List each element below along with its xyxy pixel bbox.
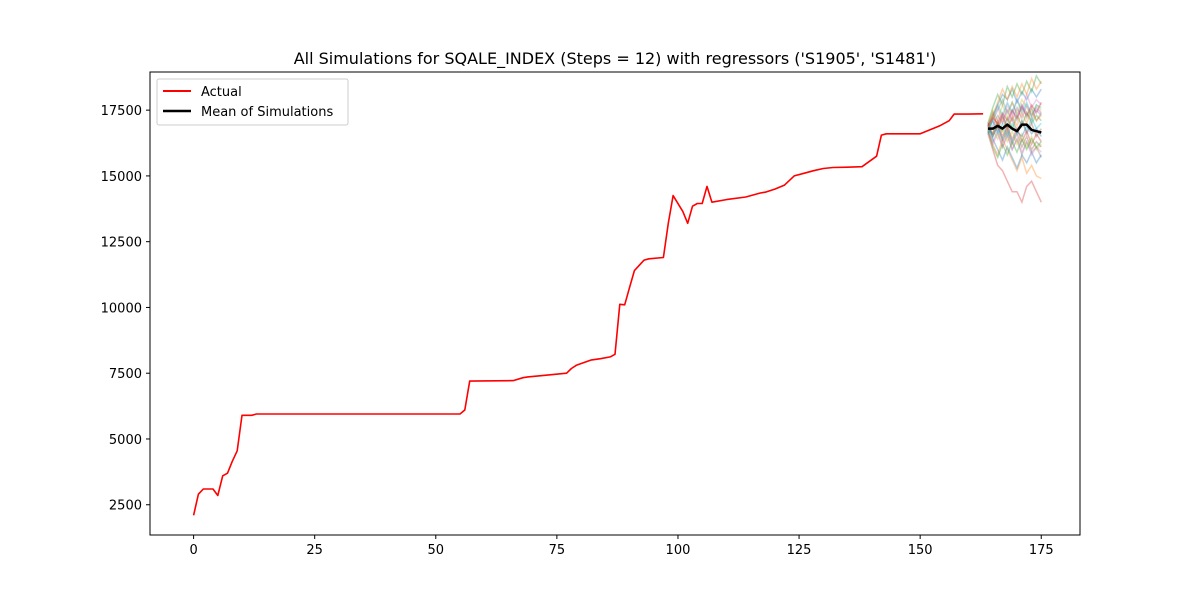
- simulation-line-23: [987, 130, 1042, 160]
- simulation-line-14: [987, 118, 1042, 147]
- y-tick-label: 15000: [101, 170, 142, 185]
- mean-series-line: [988, 123, 1042, 134]
- y-tick-label: 5000: [109, 433, 142, 448]
- y-tick-label: 2500: [109, 499, 142, 514]
- simulation-line-8: [987, 128, 1042, 158]
- simulation-line-11: [987, 125, 1042, 170]
- y-tick-label: 12500: [101, 236, 142, 251]
- simulation-line-7: [987, 92, 1042, 132]
- x-tick-label: 25: [306, 543, 323, 558]
- simulation-line-20: [987, 97, 1042, 135]
- main-series-lines: [192, 113, 1042, 516]
- simulation-line-17: [987, 130, 1042, 157]
- legend-label-actual: Actual: [201, 85, 242, 100]
- y-tick-label: 17500: [101, 104, 142, 119]
- simulation-line-18: [987, 97, 1042, 129]
- simulation-line-1: [987, 87, 1042, 127]
- actual-series-line: [192, 113, 984, 516]
- x-tick-label: 150: [908, 543, 933, 558]
- simulation-line-16: [987, 110, 1042, 139]
- simulation-line-9: [987, 97, 1042, 124]
- y-tick-label: 7500: [109, 367, 142, 382]
- simulation-line-24: [987, 101, 1042, 127]
- plot-frame: [149, 71, 1081, 536]
- x-tick-label: 175: [1029, 543, 1054, 558]
- simulation-line-5: [987, 103, 1042, 134]
- x-tick-label: 100: [666, 543, 691, 558]
- legend: Actual Mean of Simulations: [156, 78, 349, 126]
- x-tick-label: 75: [549, 543, 566, 558]
- x-tick-label: 125: [787, 543, 812, 558]
- simulation-line-4: [987, 133, 1042, 205]
- chart-title: All Simulations for SQALE_INDEX (Steps =…: [294, 49, 937, 69]
- y-tick-label: 10000: [101, 301, 142, 316]
- simulation-lines: [987, 74, 1042, 205]
- y-axis: 2500 5000 7500 10000 12500 15000 17500: [101, 104, 150, 514]
- simulation-line-2: [987, 130, 1042, 180]
- simulation-line-12: [987, 76, 1042, 132]
- legend-label-mean: Mean of Simulations: [201, 105, 333, 120]
- x-axis: 0 25 50 75 100 125 150 175: [189, 535, 1054, 558]
- simulation-line-15: [987, 102, 1042, 135]
- simulation-line-3: [987, 74, 1042, 124]
- x-tick-label: 0: [189, 543, 197, 558]
- legend-box: [156, 78, 349, 126]
- x-tick-label: 50: [428, 543, 445, 558]
- simulation-line-19: [987, 125, 1042, 152]
